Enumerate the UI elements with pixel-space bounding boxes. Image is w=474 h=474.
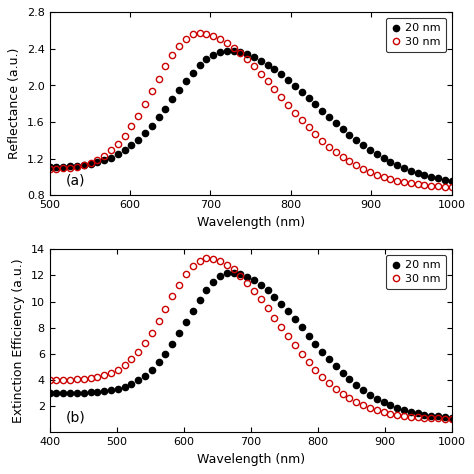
20 nm [176,87,182,93]
Y-axis label: Reflectance (a.u.): Reflectance (a.u.) [9,48,21,159]
Line: 30 nm: 30 nm [46,30,455,190]
20 nm [224,48,229,54]
Line: 20 nm: 20 nm [46,47,455,184]
30 nm [306,360,311,365]
20 nm [183,78,189,84]
30 nm [203,255,209,261]
20 nm [231,270,237,276]
30 nm [176,43,182,48]
X-axis label: Wavelength (nm): Wavelength (nm) [197,216,305,228]
30 nm [449,184,455,190]
20 nm [163,351,168,356]
30 nm [115,367,120,373]
30 nm [149,89,155,94]
30 nm [163,306,168,312]
20 nm [176,330,182,336]
20 nm [306,333,311,338]
30 nm [197,30,202,36]
30 nm [115,141,120,146]
20 nm [306,95,311,101]
30 nm [183,272,189,277]
20 nm [449,415,455,420]
X-axis label: Wavelength (nm): Wavelength (nm) [197,453,305,465]
30 nm [47,377,53,383]
30 nm [306,125,311,130]
20 nm [115,386,120,392]
Y-axis label: Extinction Efficiency (a.u.): Extinction Efficiency (a.u.) [12,258,25,423]
20 nm [449,178,455,183]
30 nm [149,330,155,336]
30 nm [449,416,455,422]
Legend: 20 nm, 30 nm: 20 nm, 30 nm [386,255,446,289]
Legend: 20 nm, 30 nm: 20 nm, 30 nm [386,18,446,52]
30 nm [183,36,189,42]
20 nm [183,319,189,325]
20 nm [47,164,53,170]
30 nm [47,166,53,172]
20 nm [149,123,155,128]
30 nm [176,282,182,288]
30 nm [163,64,168,69]
Text: (a): (a) [66,173,85,187]
Text: (b): (b) [66,410,85,424]
20 nm [115,152,120,157]
Line: 30 nm: 30 nm [46,255,455,422]
20 nm [47,390,53,396]
Line: 20 nm: 20 nm [46,270,455,421]
20 nm [163,106,168,111]
20 nm [149,367,155,373]
